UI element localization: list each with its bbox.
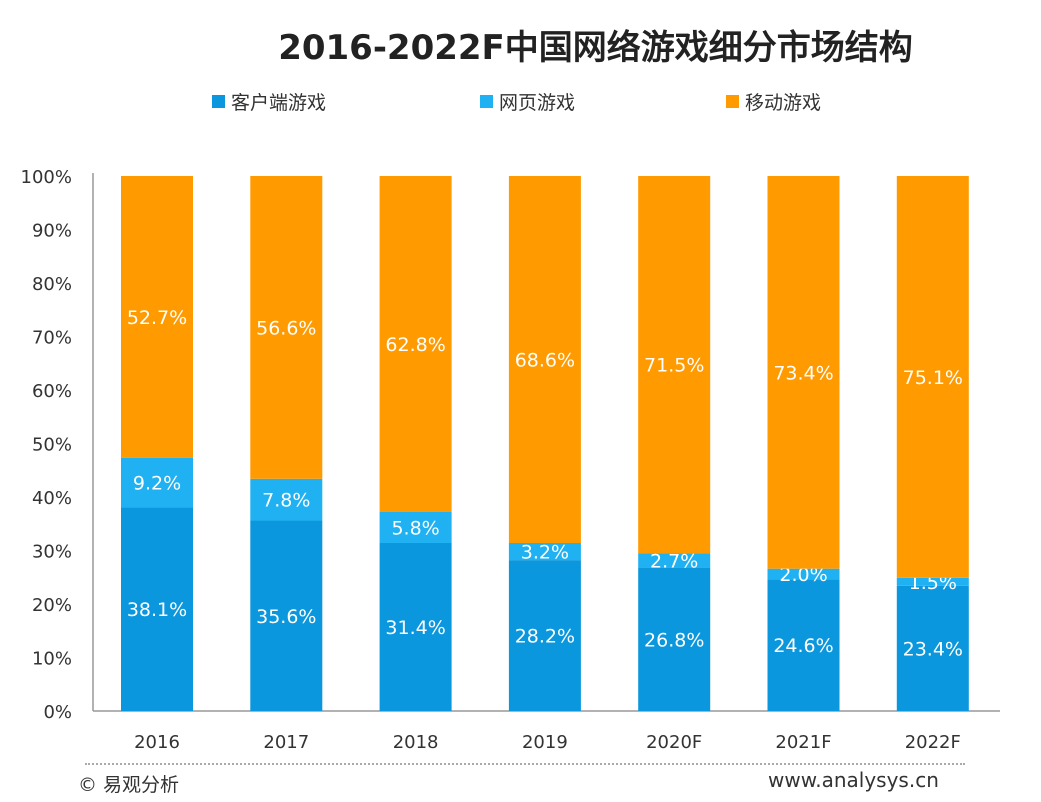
source-url: www.analysys.cn [768,768,939,792]
x-tick-label: 2020F [646,732,702,753]
bar-segment [379,511,452,544]
data-label: 52.7% [127,307,187,329]
data-label: 26.8% [644,629,704,651]
copyright-text: © 易观分析 [78,774,180,796]
legend-item-web: 网页游戏 [480,88,575,115]
bar-segment [250,520,323,711]
y-tick-label: 70% [32,328,72,349]
y-tick-label: 80% [32,274,72,295]
legend-item-client: 客户端游戏 [212,88,326,115]
data-label: 5.8% [391,517,439,539]
legend-swatch [726,95,739,108]
x-tick-label: 2018 [393,732,439,753]
data-label: 2.7% [650,550,698,572]
legend-item-mobile: 移动游戏 [726,88,821,115]
data-label: 24.6% [773,635,833,657]
y-tick-label: 50% [32,435,72,456]
y-tick-label: 100% [21,167,72,188]
footer-divider [85,763,965,765]
data-label: 75.1% [903,367,963,389]
y-tick-label: 40% [32,488,72,509]
x-tick-label: 2021F [775,732,831,753]
data-label: 38.1% [127,599,187,621]
bar-segment [508,176,581,544]
data-label: 73.4% [773,362,833,384]
legend-label: 移动游戏 [745,92,822,114]
bar-segment [896,585,969,711]
data-label: 56.6% [256,317,316,339]
data-label: 35.6% [256,606,316,628]
x-tick-label: 2022F [905,732,961,753]
bar-segment [121,176,193,458]
bar-segment [121,507,193,711]
bar-segment [767,579,840,711]
x-tick-label: 2017 [263,732,309,753]
data-label: 62.8% [385,334,445,356]
data-label: 71.5% [644,355,704,377]
data-label: 7.8% [262,490,310,512]
bar-segment [250,478,323,521]
y-tick-label: 10% [32,649,72,670]
chart-title: 2016-2022F中国网络游戏细分市场结构 [278,28,913,68]
bar-segment [508,543,581,561]
y-tick-label: 20% [32,595,72,616]
y-tick-label: 90% [32,221,72,242]
x-tick-label: 2019 [522,732,568,753]
legend-label: 客户端游戏 [231,92,327,114]
bar-segment [767,176,840,569]
y-tick-label: 0% [43,702,72,723]
x-tick-label: 2016 [134,732,180,753]
bar-segment [767,568,840,580]
data-label: 23.4% [903,638,963,660]
bar-segment [896,577,969,586]
legend-swatch [212,95,225,108]
y-tick-label: 60% [32,381,72,402]
bar-segment [379,176,452,512]
data-label: 31.4% [385,617,445,639]
bar-segment [896,176,969,578]
legend-swatch [480,95,493,108]
bar-segment [250,176,323,479]
data-label: 9.2% [133,473,181,495]
bar-segment [638,176,711,554]
y-tick-label: 30% [32,542,72,563]
bar-segment [638,567,711,711]
legend-label: 网页游戏 [499,92,576,114]
data-label: 28.2% [515,626,575,648]
bar-segment [638,553,711,568]
bar-segment [379,543,452,711]
data-label: 68.6% [515,350,575,372]
bar-segment [121,457,193,508]
data-label: 2.0% [779,564,827,586]
bar-segment [508,560,581,711]
data-label: 3.2% [521,542,569,564]
